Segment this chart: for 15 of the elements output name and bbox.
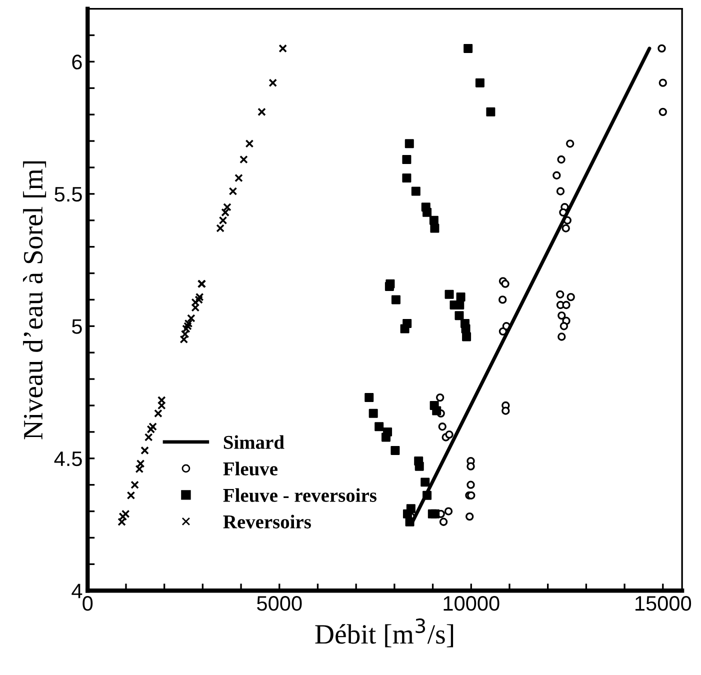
x-tick-label: 15000 [636,596,692,611]
legend-label: Fleuve - reversoirs [223,488,376,502]
y-tick-label: 4.5 [54,452,82,466]
x-tick-label: 0 [82,596,93,611]
x-axis-title: Débit [m$^{3}$/s] [315,618,454,648]
legend-label: Reversoirs [223,514,311,528]
y-tick-label: 5.5 [54,187,82,202]
y-tick-label: 6 [72,54,82,70]
legend-label: Fleuve [223,462,278,476]
y-axis-title: Niveau d’eau à Sorel [m] [23,161,46,440]
x-tick-label: 10000 [444,596,500,611]
y-tick-label: 5 [72,319,82,334]
y-tick-label: 4 [72,584,82,598]
legend-label: Simard [224,435,284,449]
x-tick-label: 5000 [257,596,302,611]
